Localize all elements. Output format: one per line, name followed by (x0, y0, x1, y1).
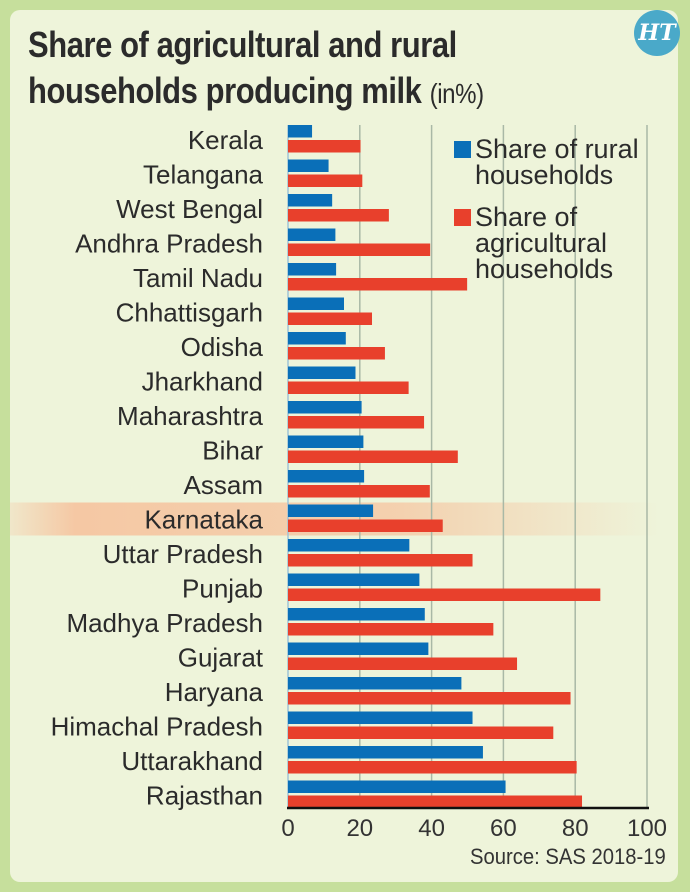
bar-agricultural (288, 243, 431, 256)
category-label: Bihar (202, 436, 263, 466)
x-tick-label: 40 (418, 815, 445, 842)
bar-agricultural (288, 692, 571, 705)
legend-swatch (454, 141, 471, 158)
title-line-2: households producing milk (in%) (28, 68, 484, 117)
bar-agricultural (288, 554, 473, 567)
category-label: Himachal Pradesh (51, 712, 263, 742)
bar-rural (288, 366, 356, 379)
ht-logo: HT (634, 10, 680, 56)
bar-rural (288, 332, 346, 345)
bar-rural (288, 159, 329, 172)
category-label: Uttar Pradesh (103, 539, 263, 569)
bar-agricultural (288, 347, 385, 360)
bar-agricultural (288, 174, 363, 187)
bar-agricultural (288, 657, 518, 670)
bar-agricultural (288, 795, 583, 808)
title-line-2-text: households producing milk (28, 70, 422, 111)
category-label: Jharkhand (142, 367, 263, 397)
legend-swatch (454, 209, 471, 226)
bar-agricultural (288, 726, 554, 739)
bar-agricultural (288, 623, 494, 636)
bar-rural (288, 263, 337, 276)
bar-agricultural (288, 209, 389, 222)
category-label: West Bengal (116, 194, 263, 224)
bar-agricultural (288, 312, 373, 325)
chart-title: Share of agricultural and rural househol… (28, 22, 484, 117)
x-tick-label: 0 (281, 815, 294, 842)
bar-rural (288, 746, 483, 759)
bar-rural (288, 504, 374, 517)
bar-rural (288, 573, 420, 586)
category-label: Haryana (165, 677, 264, 707)
category-label: Andhra Pradesh (75, 229, 263, 259)
bar-rural (288, 711, 473, 724)
bar-rural (288, 297, 345, 310)
bar-agricultural (288, 416, 425, 429)
legend-label: households (475, 254, 613, 284)
bar-agricultural (288, 278, 468, 291)
category-label: Karnataka (144, 505, 263, 535)
bar-agricultural (288, 519, 443, 532)
category-label: Telangana (143, 160, 264, 190)
category-label: Odisha (181, 332, 264, 362)
category-label: Maharashtra (117, 401, 263, 431)
bar-agricultural (288, 381, 409, 394)
bar-agricultural (288, 761, 577, 774)
bar-rural (288, 642, 429, 655)
category-label: Tamil Nadu (133, 263, 263, 293)
legend-label: Share of rural (475, 134, 639, 164)
x-tick-label: 100 (627, 815, 667, 842)
bar-rural (288, 228, 336, 241)
bar-rural (288, 194, 333, 207)
legend-label: households (475, 160, 613, 190)
x-tick-label: 20 (346, 815, 373, 842)
bar-agricultural (288, 588, 601, 601)
x-tick-label: 80 (562, 815, 589, 842)
category-label: Rajasthan (146, 781, 263, 811)
legend-label: Share of (475, 202, 578, 232)
bar-rural (288, 125, 313, 138)
legend-label: agricultural (475, 228, 607, 258)
category-label: Uttarakhand (121, 746, 263, 776)
category-label: Assam (184, 470, 263, 500)
bar-rural (288, 677, 462, 690)
bar-rural (288, 470, 365, 483)
bar-rural (288, 401, 362, 414)
bar-rural (288, 608, 425, 621)
title-line-1: Share of agricultural and rural (28, 24, 457, 65)
bar-agricultural (288, 450, 458, 463)
category-label: Madhya Pradesh (66, 608, 263, 638)
category-label: Punjab (182, 574, 263, 604)
category-label: Chhattisgarh (116, 298, 263, 328)
bar-rural (288, 435, 364, 448)
bar-agricultural (288, 140, 361, 153)
source-note: Source: SAS 2018-19 (470, 844, 666, 869)
x-tick-label: 60 (490, 815, 517, 842)
category-label: Gujarat (178, 643, 264, 673)
bar-rural (288, 539, 410, 552)
bar-agricultural (288, 485, 430, 498)
title-unit: (in%) (429, 78, 484, 109)
category-label: Kerala (188, 125, 264, 155)
bar-rural (288, 780, 506, 793)
